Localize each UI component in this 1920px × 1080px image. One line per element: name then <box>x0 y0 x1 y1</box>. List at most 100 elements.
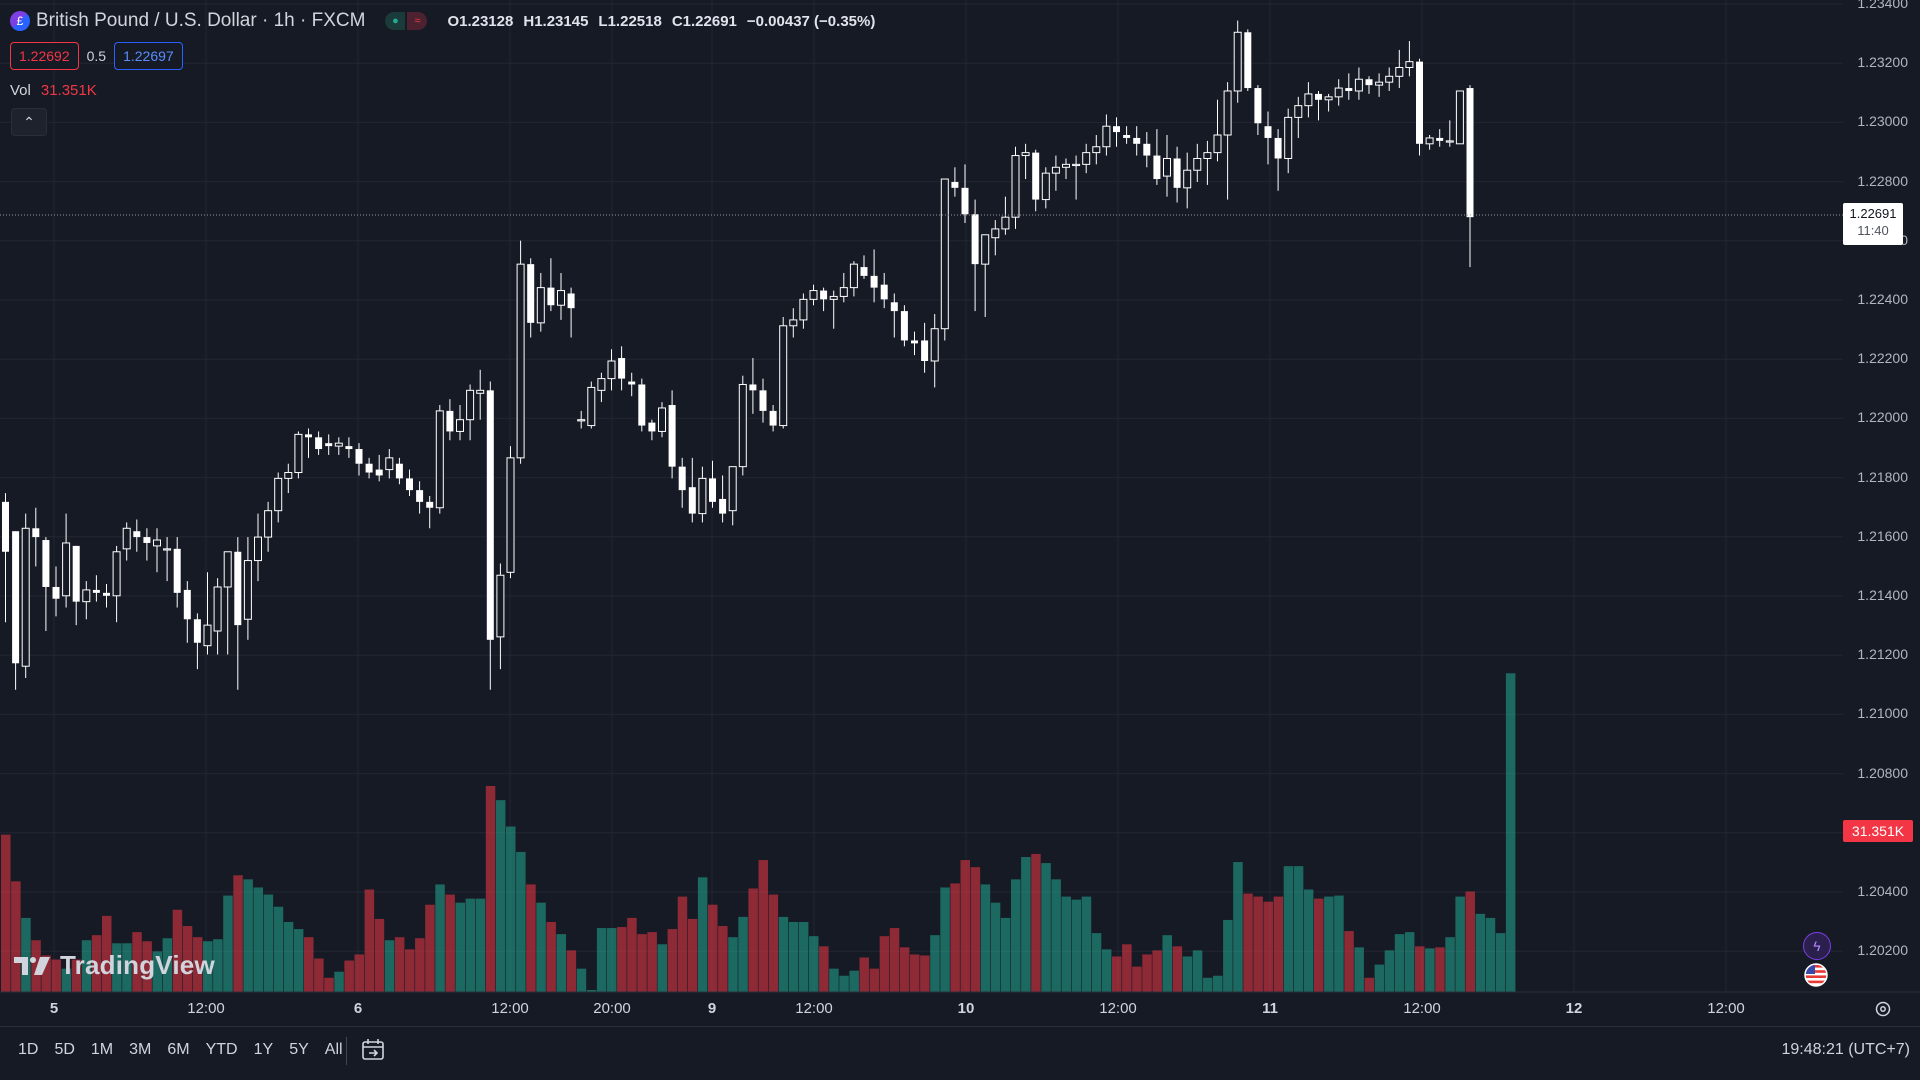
candle <box>82 581 91 620</box>
buy-button[interactable]: 1.22697 <box>114 42 183 70</box>
date-range-buttons: 1D 5D 1M 3M 6M YTD 1Y 5Y All <box>12 1039 349 1061</box>
volume-bar <box>1071 899 1082 992</box>
candle-body-down <box>709 478 716 502</box>
range-button-5y[interactable]: 5Y <box>289 1041 309 1058</box>
candle <box>547 258 555 312</box>
candle <box>1133 126 1141 156</box>
candle <box>1032 149 1040 212</box>
candle <box>1294 96 1303 138</box>
candle <box>719 475 727 523</box>
volume-bar <box>71 959 82 992</box>
candle-body-down <box>416 490 424 502</box>
volume-bar <box>687 918 698 992</box>
collapse-legend-button[interactable]: ⌃ <box>11 108 47 136</box>
candle-body-up <box>385 457 394 471</box>
volume-bar <box>182 926 193 992</box>
candle-body-down <box>628 381 636 385</box>
candle <box>284 463 293 494</box>
candle <box>1193 143 1202 182</box>
volume-bar <box>1354 947 1364 992</box>
candle-body-up <box>1405 61 1414 69</box>
volume-bar <box>889 928 900 992</box>
volume-bar <box>950 883 960 992</box>
volume-bar <box>899 947 910 992</box>
candle-body-up <box>839 287 848 297</box>
candle <box>1213 99 1222 162</box>
sell-button[interactable]: 1.22692 <box>10 42 79 70</box>
volume-bar <box>1394 934 1405 992</box>
chart-settings-button[interactable] <box>1871 997 1895 1021</box>
candle <box>213 578 222 655</box>
candle <box>981 234 990 317</box>
candle-body-down <box>2 501 9 552</box>
candle <box>446 399 454 441</box>
candle <box>234 537 242 690</box>
candle <box>103 584 110 608</box>
candle-body-up <box>557 290 565 306</box>
tradingview-logo[interactable]: TradingView <box>12 950 215 981</box>
range-button-3m[interactable]: 3M <box>129 1041 152 1058</box>
volume-bar <box>61 968 72 992</box>
candle <box>32 507 40 567</box>
volume-bar <box>809 936 819 992</box>
candle <box>1395 49 1404 89</box>
volume-bar <box>1081 896 1092 992</box>
candle <box>274 472 283 523</box>
candle <box>1304 82 1313 118</box>
candle <box>1345 73 1353 100</box>
price-axis-label: 1.20800 <box>1857 764 1908 781</box>
candle-body-up <box>213 586 222 632</box>
volume-bar <box>556 934 566 992</box>
timezone-clock[interactable]: 19:48:21 (UTC+7) <box>1781 1041 1910 1058</box>
candle <box>1021 143 1030 180</box>
gbp-usd-flag-icon: £ <box>10 11 30 31</box>
candle-body-down <box>12 531 20 664</box>
volume-bar <box>21 917 31 992</box>
candle <box>365 457 373 479</box>
chart-grid <box>0 0 1843 992</box>
candle <box>658 402 666 438</box>
candle-body-up <box>1233 31 1242 92</box>
candle <box>829 290 838 329</box>
data-feed-icon[interactable]: ≈ <box>407 12 428 30</box>
symbol-legend[interactable]: £ British Pound / U.S. Dollar · 1h · FXC… <box>10 8 875 34</box>
volume-bar <box>1374 964 1385 992</box>
range-button-6m[interactable]: 6M <box>167 1041 190 1058</box>
candle <box>153 528 161 573</box>
market-open-icon[interactable]: ● <box>385 12 406 30</box>
volume-bar <box>778 916 789 992</box>
time-axis-label: 12:00 <box>1099 1000 1137 1017</box>
calendar-goto-icon[interactable] <box>360 1037 386 1063</box>
range-button-ytd[interactable]: YTD <box>205 1041 238 1058</box>
candle <box>355 443 363 476</box>
range-button-all[interactable]: All <box>324 1041 343 1058</box>
candle-body-up <box>1354 78 1363 92</box>
candle <box>1324 93 1333 112</box>
range-button-1y[interactable]: 1Y <box>253 1041 274 1058</box>
volume-bar <box>1455 896 1465 992</box>
volume-bar <box>1324 896 1334 992</box>
market-status[interactable]: ● ≈ <box>385 12 428 30</box>
volume-bar <box>728 937 738 992</box>
candle-body-up <box>991 228 1000 239</box>
range-button-5d[interactable]: 5D <box>54 1041 75 1058</box>
candle-body-down <box>648 422 656 432</box>
volume-legend[interactable]: Vol 31.351K <box>10 82 97 99</box>
range-button-1m[interactable]: 1M <box>90 1041 114 1058</box>
symbol-title[interactable]: British Pound / U.S. Dollar · 1h · FXCM <box>36 10 366 31</box>
economic-events-button[interactable] <box>1803 962 1829 988</box>
chevron-up-icon: ⌃ <box>23 113 35 130</box>
range-button-1d[interactable]: 1D <box>18 1041 39 1058</box>
volume-bar <box>758 860 768 992</box>
candle-body-down <box>92 589 100 593</box>
candle <box>557 272 565 320</box>
price-axis-label: 1.21000 <box>1857 705 1908 722</box>
alert-button[interactable]: ϟ <box>1803 932 1831 960</box>
candle <box>1264 111 1272 165</box>
volume-bar <box>475 898 486 992</box>
candle-body-up <box>1294 105 1303 118</box>
volume-bar <box>768 894 779 992</box>
volume-bar <box>263 894 274 992</box>
candle <box>466 384 475 441</box>
